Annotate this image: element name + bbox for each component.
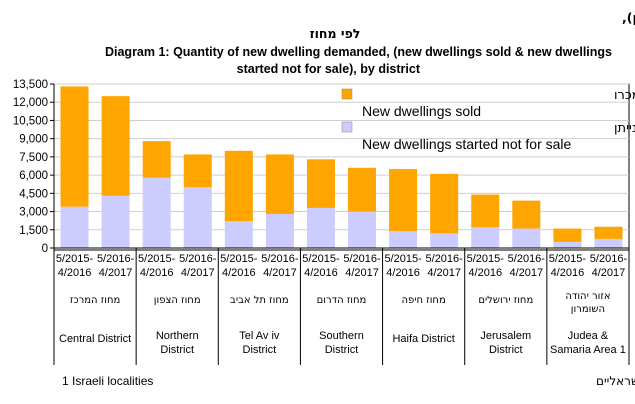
footnote-english: 1 Israeli localities — [62, 374, 153, 388]
x-tick-label: 5/2015-4/2016 — [302, 253, 340, 279]
group-label-hebrew: מחוז הצפון — [154, 295, 201, 306]
legend-swatch — [341, 88, 353, 100]
bar-sold — [142, 141, 171, 178]
x-tick-label: 5/2015-4/2016 — [467, 253, 505, 279]
group-label-english: Haifa District — [392, 333, 454, 345]
footnote-hebrew: 1 יישובים ישראליים — [596, 374, 635, 388]
bar-not-for-sale — [183, 187, 212, 248]
bar-not-for-sale — [430, 233, 459, 248]
chart-title-hebrew-line2: לפי מחוז — [310, 26, 361, 41]
y-tick-label: 10,500 — [13, 115, 48, 127]
bar-not-for-sale — [553, 241, 582, 248]
group-label-english: Northern District — [156, 330, 199, 356]
x-tick-label: 5/2016-4/2017 — [179, 253, 217, 279]
bar-sold — [265, 154, 294, 214]
y-tick-label: 4,500 — [19, 188, 48, 200]
bar-not-for-sale — [142, 177, 171, 248]
bar-sold — [224, 150, 253, 222]
group-label-english: Judea & Samaria Area 1 — [550, 330, 626, 356]
legend-swatch — [341, 121, 353, 133]
x-tick-label: 5/2015-4/2016 — [220, 253, 258, 279]
x-tick-label: 5/2016-4/2017 — [261, 253, 299, 279]
group-label-hebrew: אזור יהודה השומרון — [565, 291, 610, 315]
bar-sold — [348, 167, 377, 212]
group-label-english: Jerusalem District — [480, 330, 531, 356]
plot-area-border — [53, 83, 630, 251]
x-tick-label: 5/2016-4/2017 — [97, 253, 135, 279]
bar-sold — [471, 194, 500, 228]
bar-sold — [183, 154, 212, 188]
chart-title-english-line2: started not for sale), by district — [237, 62, 421, 76]
y-tick-label: 1,500 — [19, 225, 48, 237]
bar-not-for-sale — [101, 195, 130, 248]
x-tick-label: 5/2015-4/2016 — [56, 253, 94, 279]
x-tick-label: 5/2016-4/2017 — [590, 253, 628, 279]
x-tick-label: 5/2016-4/2017 — [343, 253, 381, 279]
bar-not-for-sale — [60, 206, 89, 248]
bar-not-for-sale — [224, 221, 253, 248]
bar-sold — [389, 169, 418, 231]
bar-not-for-sale — [265, 213, 294, 248]
legend-label-english: New dwellings sold — [362, 103, 481, 119]
y-tick-label: 6,000 — [19, 170, 48, 182]
x-tick-label: 5/2015-4/2016 — [549, 253, 587, 279]
group-label-hebrew: מחוז המרכז — [70, 295, 120, 306]
group-label-english: Central District — [59, 333, 131, 345]
gridlines — [54, 83, 629, 231]
chart-title-english: Diagram 1: Quantity of new dwelling dema… — [105, 45, 612, 59]
bar-not-for-sale — [348, 211, 377, 248]
legend-label-hebrew: דירות חדשות שלא למכירה שהחלה בנייתן — [614, 121, 635, 136]
y-tick-label: 13,500 — [13, 79, 48, 91]
bar-not-for-sale — [594, 238, 623, 248]
chart-title-hebrew: תרשים 1: כמות מבוקשת של דירות חדשות (דיר… — [622, 10, 635, 25]
bar-sold — [512, 200, 541, 229]
bars — [60, 86, 623, 248]
group-label-hebrew: מחוז ירושלים — [478, 295, 533, 306]
y-tick-label: 12,000 — [13, 97, 48, 109]
legend-label-english: New dwellings started not for sale — [362, 136, 572, 152]
x-tick-label: 5/2015-4/2016 — [384, 253, 422, 279]
bar-sold — [553, 228, 582, 242]
group-label-hebrew: מחוז חיפה — [402, 295, 446, 306]
bar-not-for-sale — [512, 228, 541, 248]
x-tick-label: 5/2016-4/2017 — [426, 253, 464, 279]
legend-label-hebrew: דירות חדשות שנמכרו — [614, 88, 635, 103]
y-tick-label: 9,000 — [19, 134, 48, 146]
y-tick-label: 7,500 — [19, 152, 48, 164]
bar-not-for-sale — [471, 227, 500, 248]
group-label-hebrew: מחוז הדרום — [317, 295, 367, 306]
group-label-english: Tel Av iv District — [239, 330, 280, 356]
group-label-english: Southern District — [319, 330, 364, 356]
y-tick-label: 0 — [42, 243, 48, 255]
y-tick-label: 3,000 — [19, 207, 48, 219]
legend: דירות חדשות שנמכרו New dwellings sold דירו… — [341, 88, 635, 152]
bar-sold — [594, 226, 623, 239]
bar-sold — [101, 96, 130, 196]
bar-sold — [430, 173, 459, 234]
y-axis: 0 1,500 3,000 4,500 6,000 7,500 9,000 10,500 12,… — [13, 79, 55, 255]
bar-not-for-sale — [306, 207, 335, 248]
group-label-hebrew: מחוז תל אביב — [230, 295, 289, 306]
bar-sold — [306, 159, 335, 208]
x-tick-label: 5/2016-4/2017 — [508, 253, 546, 279]
bar-not-for-sale — [389, 230, 418, 248]
x-tick-label: 5/2015-4/2016 — [138, 253, 176, 279]
x-axis: 5/2015-4/20165/2016-4/20175/2015-4/20165… — [53, 247, 630, 365]
bar-sold — [60, 86, 89, 207]
